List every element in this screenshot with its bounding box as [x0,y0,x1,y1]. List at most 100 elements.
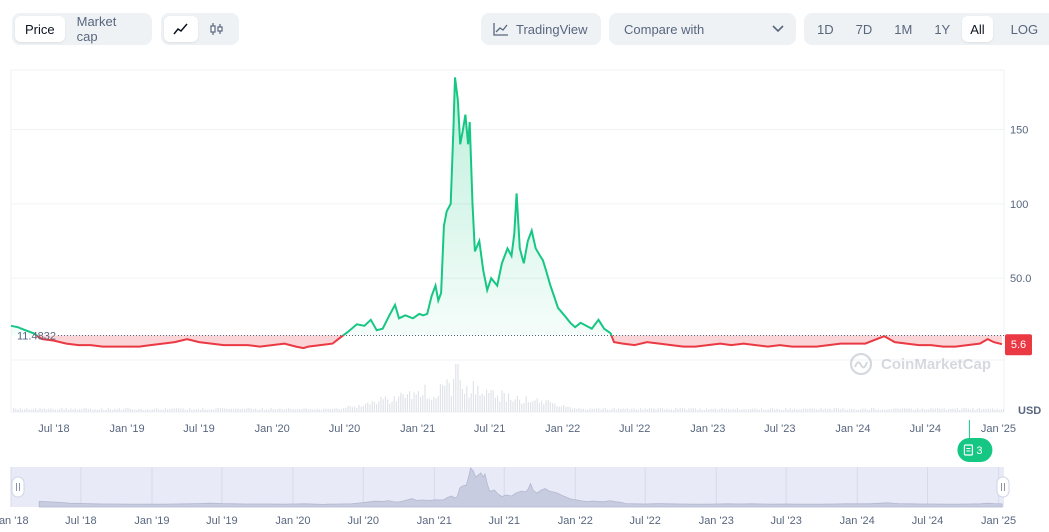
volume-bar [787,410,788,412]
volume-bar [449,383,450,412]
range-navigator[interactable] [11,467,1009,507]
volume-bar [442,385,443,412]
volume-bar [398,397,399,413]
volume-bar [838,409,839,412]
volume-bar [138,409,139,412]
chart-line-icon [493,22,509,36]
volume-bar [517,396,518,412]
tradingview-button[interactable]: TradingView [481,13,601,45]
coinmarketcap-watermark: CoinMarketCap [851,354,991,374]
y-tick-label: 100 [1010,199,1028,211]
volume-bar [178,408,179,412]
volume-bar [22,410,23,412]
volume-bar [972,408,973,412]
volume-bar [248,408,249,412]
volume-bar [334,409,335,413]
volume-bar [297,409,298,412]
volume-bar [264,410,265,412]
navigator-tick-label: Jul '18 [65,515,96,527]
volume-bar [730,410,731,412]
range-all[interactable]: All [962,16,992,42]
volume-bar [413,392,414,412]
x-tick-label: Jan '25 [981,423,1016,435]
volume-bar [171,408,172,412]
price-chart[interactable]: CoinMarketCap 15010050.0 USD Jul '18 Jan … [0,60,1049,532]
volume-bar [222,408,223,412]
volume-bar [559,407,560,413]
candlestick-button[interactable] [200,16,234,42]
volume-bar [589,408,590,412]
volume-bar [864,409,865,412]
volume-bar [917,408,918,412]
volume-bar [365,404,366,412]
x-tick-label: Jan '23 [690,423,725,435]
volume-bar [631,409,632,412]
volume-bar [440,384,441,412]
volume-bar [72,410,73,413]
tab-market-cap[interactable]: Market cap [67,16,149,42]
volume-bar [765,410,766,412]
volume-bar [649,408,650,412]
volume-bar [484,396,485,412]
volume-bar [992,408,993,412]
volume-bar [570,407,571,412]
range-1m[interactable]: 1M [884,16,922,42]
volume-bar [915,409,916,412]
volume-bar [785,408,786,412]
volume-bar [97,410,98,412]
line-chart-button[interactable] [164,16,198,42]
volume-bar [550,402,551,412]
volume-bar [939,409,940,412]
volume-bar [886,410,887,412]
compare-dropdown[interactable]: Compare with [609,13,796,45]
volume-bar [130,409,131,412]
volume-bar [587,410,588,412]
volume-bar [792,410,793,412]
volume-bar [251,409,252,413]
volume-bar [629,410,630,412]
navigator-tick-label: Jul '20 [348,515,379,527]
range-7d[interactable]: 7D [846,16,883,42]
volume-bar [935,409,936,413]
volume-bar [737,408,738,412]
navigator-tick-label: Jul '23 [770,515,801,527]
volume-bar [662,408,663,412]
navigator-right-handle[interactable] [997,477,1009,497]
volume-bar [273,409,274,412]
volume-bar [963,408,964,412]
volume-bar [160,410,161,413]
navigator-tick-label: Jan '22 [558,515,593,527]
volume-bar [607,409,608,412]
log-scale-toggle[interactable]: LOG [1005,16,1044,42]
line-chart-icon [173,22,189,36]
volume-bar [688,408,689,412]
volume-bar [556,406,557,412]
volume-bar [776,409,777,412]
volume-bar [466,386,467,412]
volume-bar [53,409,54,412]
volume-bar [330,409,331,412]
volume-bar [444,386,445,412]
volume-bar [922,409,923,413]
volume-bar [726,409,727,412]
volume-bar [647,409,648,412]
volume-bar [666,409,667,412]
x-tick-label: Jul '20 [329,423,360,435]
volume-bar [224,408,225,412]
volume-bar [336,408,337,412]
volume-bar [55,410,56,412]
volume-bar [125,408,126,412]
y-tick-label: 150 [1010,124,1028,136]
volume-bar [651,409,652,413]
volume-bar [930,408,931,412]
navigator-tick-label: Jul '21 [488,515,519,527]
volume-bar [719,409,720,412]
range-1d[interactable]: 1D [807,16,844,42]
tab-price[interactable]: Price [15,16,65,42]
range-1y[interactable]: 1Y [924,16,960,42]
navigator-left-handle[interactable] [12,477,24,497]
volume-bar [323,409,324,412]
x-tick-label: Jan '22 [545,423,580,435]
navigator-tick-label: Jan '24 [840,515,875,527]
price-area-above-baseline [11,77,1002,348]
